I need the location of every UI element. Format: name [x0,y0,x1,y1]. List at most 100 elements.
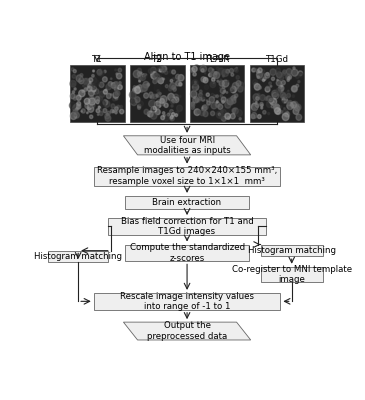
Circle shape [163,115,169,121]
Circle shape [149,92,153,96]
Circle shape [75,95,79,99]
Circle shape [226,92,228,93]
Circle shape [194,97,195,98]
Circle shape [215,102,220,107]
Circle shape [156,102,160,106]
FancyBboxPatch shape [261,244,323,256]
Circle shape [88,90,94,96]
Text: T2: T2 [152,55,162,64]
Circle shape [131,98,137,106]
Circle shape [139,101,143,106]
Circle shape [201,97,205,101]
Circle shape [282,71,286,75]
Circle shape [191,105,195,109]
Circle shape [170,117,173,119]
Circle shape [71,68,74,71]
Circle shape [234,94,238,98]
Circle shape [231,73,234,76]
Text: Bias field correction for T1 and
T1Gd images: Bias field correction for T1 and T1Gd im… [121,217,253,236]
Circle shape [232,108,236,113]
Circle shape [157,101,159,104]
Circle shape [203,94,207,98]
Circle shape [108,82,112,86]
Circle shape [219,80,224,86]
Circle shape [202,105,207,110]
Circle shape [236,81,241,86]
Circle shape [140,75,145,81]
Circle shape [285,112,289,117]
Circle shape [115,105,121,112]
Circle shape [161,66,167,72]
Circle shape [150,94,154,98]
Circle shape [177,105,182,112]
Circle shape [88,96,95,103]
Circle shape [151,106,157,112]
Circle shape [292,101,298,108]
Circle shape [141,90,143,92]
Circle shape [135,97,140,102]
Circle shape [80,74,83,77]
Circle shape [194,109,200,116]
Circle shape [234,96,236,98]
Circle shape [136,93,138,96]
Circle shape [88,99,92,103]
Polygon shape [123,136,251,155]
Circle shape [89,115,93,118]
Circle shape [116,73,122,79]
Circle shape [162,112,165,114]
Circle shape [137,68,141,72]
Circle shape [192,66,197,72]
Circle shape [256,102,257,103]
Circle shape [220,95,222,97]
Circle shape [293,108,299,114]
Circle shape [118,68,122,72]
Circle shape [144,93,149,98]
Circle shape [257,114,261,118]
Circle shape [156,93,160,98]
Circle shape [153,79,157,84]
Circle shape [280,76,284,80]
Text: FLAIR: FLAIR [205,55,229,64]
Circle shape [115,107,118,110]
Text: T1Gd: T1Gd [265,55,288,64]
Circle shape [79,90,85,97]
Circle shape [272,77,274,80]
Circle shape [170,116,173,119]
Circle shape [97,70,102,75]
Circle shape [204,85,209,90]
Circle shape [76,75,82,82]
Circle shape [170,80,173,82]
Circle shape [266,86,269,90]
Circle shape [195,98,198,102]
Circle shape [133,70,140,78]
Circle shape [296,104,299,108]
Circle shape [112,110,115,112]
Polygon shape [123,322,251,340]
Circle shape [170,110,173,114]
Text: Co-register to MNI template
image: Co-register to MNI template image [232,265,352,284]
Circle shape [143,74,147,78]
Circle shape [153,106,156,110]
Circle shape [168,93,174,101]
Circle shape [201,69,204,72]
Circle shape [118,105,119,108]
Circle shape [81,78,82,80]
Circle shape [162,104,165,106]
Circle shape [255,104,259,108]
Circle shape [103,108,107,113]
Circle shape [98,106,100,108]
Circle shape [171,105,173,107]
Circle shape [220,88,226,94]
Circle shape [222,100,224,103]
Circle shape [229,86,234,92]
Circle shape [274,93,278,98]
Circle shape [191,102,195,107]
Circle shape [91,83,94,87]
Circle shape [195,81,196,83]
Circle shape [138,85,142,89]
Circle shape [201,77,206,82]
Circle shape [90,102,95,108]
Circle shape [173,88,176,91]
Circle shape [69,102,76,109]
Circle shape [199,98,201,100]
